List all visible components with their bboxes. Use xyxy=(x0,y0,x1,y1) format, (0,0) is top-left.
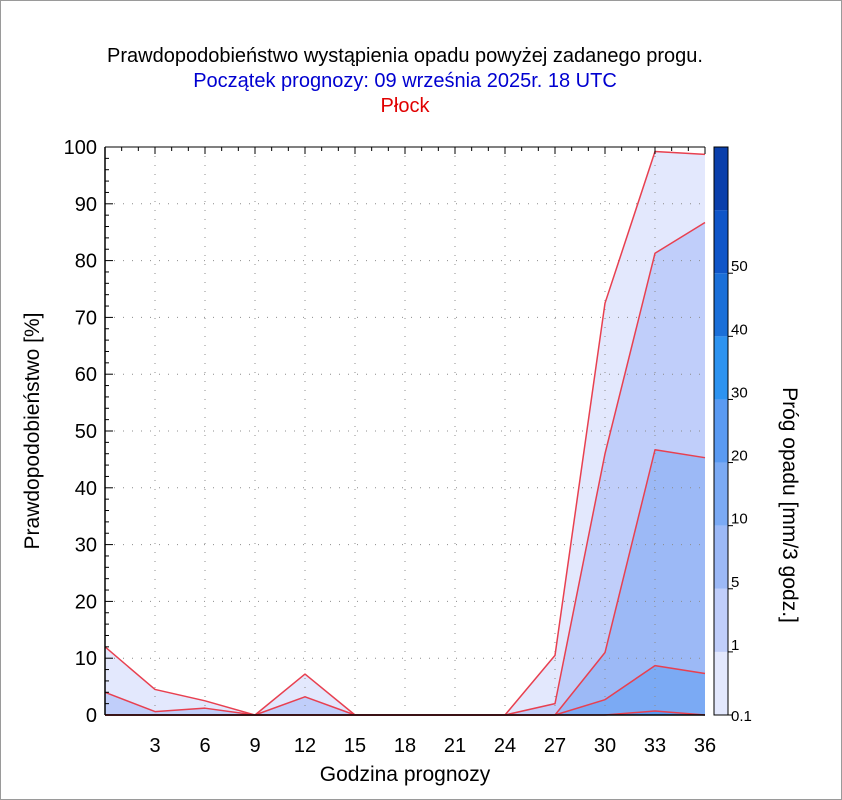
colorbar-tick-label: 40 xyxy=(731,321,748,338)
colorbar-segment xyxy=(714,210,728,274)
colorbar-tick-label: 5 xyxy=(731,574,739,591)
x-tick-label: 18 xyxy=(394,735,416,757)
area-threshold-3 xyxy=(105,665,705,715)
y-tick-label: 60 xyxy=(75,364,97,386)
y-tick-label: 10 xyxy=(75,648,97,670)
y-tick-label: 40 xyxy=(75,478,97,500)
colorbar-label: Próg opadu [mm/3 godz.] xyxy=(778,387,801,623)
x-tick-label: 3 xyxy=(149,735,160,757)
x-ticks: 3 6 9 12 15 18 21 24 27 30 33 36 xyxy=(149,735,716,757)
colorbar-segment xyxy=(714,525,728,589)
colorbar-segment xyxy=(714,651,728,715)
y-tick-label: 0 xyxy=(86,705,97,727)
x-tick-label: 6 xyxy=(199,735,210,757)
colorbar: 0.1 1 5 10 20 30 40 50 xyxy=(713,146,752,725)
colorbar-segment xyxy=(714,273,728,337)
y-tick-label: 80 xyxy=(75,251,97,273)
colorbar-segment xyxy=(714,147,728,211)
x-tick-label: 36 xyxy=(694,735,716,757)
x-axis-label: Godzina prognozy xyxy=(320,763,491,786)
y-axis-label: Prawdopodobieństwo [%] xyxy=(21,313,44,550)
area-layers xyxy=(105,151,705,715)
x-tick-label: 21 xyxy=(444,735,466,757)
colorbar-border xyxy=(713,146,729,716)
colorbar-tick-label: 30 xyxy=(731,384,748,401)
y-tick-label: 20 xyxy=(75,591,97,613)
colorbar-tick-label: 0.1 xyxy=(731,708,752,725)
colorbar-tick-label: 10 xyxy=(731,511,748,528)
x-tick-label: 33 xyxy=(644,735,666,757)
colorbar-segment xyxy=(714,588,728,652)
y-tick-label: 50 xyxy=(75,421,97,443)
grid-lines xyxy=(105,147,705,715)
x-tick-label: 24 xyxy=(494,735,516,757)
colorbar-segment xyxy=(714,462,728,526)
colorbar-tick-label: 1 xyxy=(731,637,739,654)
colorbar-tick-label: 20 xyxy=(731,448,748,465)
x-tick-label: 9 xyxy=(249,735,260,757)
x-tick-label: 27 xyxy=(544,735,566,757)
colorbar-tick-label: 50 xyxy=(731,258,748,275)
colorbar-segment xyxy=(714,399,728,463)
x-tick-label: 15 xyxy=(344,735,366,757)
y-tick-label: 70 xyxy=(75,307,97,329)
y-tick-label: 30 xyxy=(75,535,97,557)
x-tick-label: 12 xyxy=(294,735,316,757)
colorbar-segment xyxy=(714,336,728,400)
y-tick-label: 90 xyxy=(75,194,97,216)
x-tick-label: 30 xyxy=(594,735,616,757)
axes xyxy=(104,146,706,716)
chart-title: Prawdopodobieństwo wystąpienia opadu pow… xyxy=(107,45,703,67)
chart-subtitle: Początek prognozy: 09 września 2025r. 18… xyxy=(193,70,617,92)
y-ticks: 0 10 20 30 40 50 60 70 80 90 100 xyxy=(64,137,97,727)
y-tick-label: 100 xyxy=(64,137,97,159)
chart-location: Płock xyxy=(381,95,431,117)
